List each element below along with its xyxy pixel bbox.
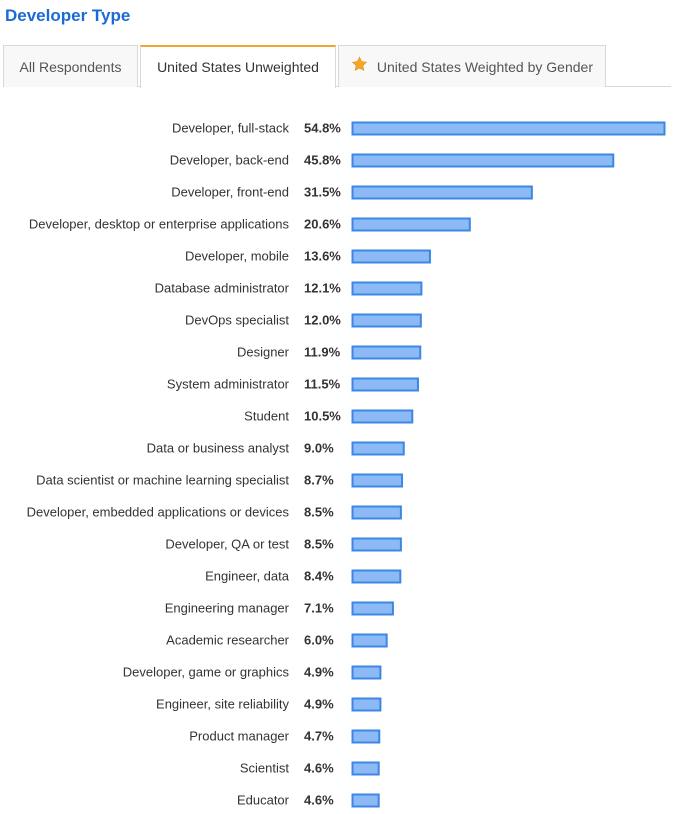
tab-bar: All Respondents United States Unweighted… — [3, 45, 671, 88]
bar — [351, 249, 431, 264]
value-label: 4.6% — [304, 793, 334, 808]
bar — [351, 569, 402, 584]
category-label: Developer, embedded applications or devi… — [27, 505, 290, 520]
category-label: Developer, full-stack — [172, 121, 290, 136]
bar — [351, 441, 405, 456]
category-label: Developer, mobile — [185, 249, 289, 264]
star-icon — [351, 46, 368, 88]
category-label: Developer, game or graphics — [123, 665, 290, 680]
tab-label: All Respondents — [19, 59, 122, 75]
value-label: 10.5% — [304, 409, 341, 424]
bar — [351, 793, 380, 808]
value-label: 20.6% — [304, 217, 341, 232]
bar — [351, 121, 666, 136]
value-label: 8.7% — [304, 473, 334, 488]
value-label: 4.6% — [304, 761, 334, 776]
bar — [351, 601, 394, 616]
bar — [351, 729, 381, 744]
category-label: Database administrator — [155, 281, 290, 296]
category-label: Engineering manager — [165, 601, 290, 616]
bar — [351, 153, 615, 168]
bar — [351, 185, 533, 200]
value-label: 8.5% — [304, 505, 334, 520]
category-label: Developer, back-end — [170, 153, 289, 168]
tab-united-states-unweighted[interactable]: United States Unweighted — [140, 45, 336, 88]
value-label: 12.1% — [304, 281, 341, 296]
category-label: Engineer, data — [205, 569, 290, 584]
value-label: 11.9% — [304, 345, 341, 360]
category-label: Data scientist or machine learning speci… — [36, 473, 289, 488]
category-label: Educator — [237, 793, 290, 808]
value-label: 6.0% — [304, 633, 334, 648]
bar — [351, 633, 388, 648]
bar — [351, 313, 422, 328]
bar — [351, 217, 471, 232]
bar — [351, 537, 402, 552]
value-label: 9.0% — [304, 441, 334, 456]
value-label: 31.5% — [304, 185, 341, 200]
category-label: Developer, desktop or enterprise applica… — [29, 217, 290, 232]
category-label: Product manager — [189, 729, 289, 744]
category-label: Developer, QA or test — [165, 537, 289, 552]
bar — [351, 505, 402, 520]
value-label: 54.8% — [304, 121, 341, 136]
bar — [351, 665, 382, 680]
value-label: 11.5% — [304, 377, 341, 392]
bar — [351, 377, 419, 392]
tab-label: United States Unweighted — [157, 59, 319, 75]
value-label: 7.1% — [304, 601, 334, 616]
value-label: 45.8% — [304, 153, 341, 168]
value-label: 4.9% — [304, 697, 334, 712]
developer-type-bar-chart: Developer, full-stack 54.8% Developer, bac… — [27, 121, 666, 808]
value-label: 4.9% — [304, 665, 334, 680]
category-label: Academic researcher — [166, 633, 289, 648]
bar — [351, 761, 380, 776]
tab-all-respondents[interactable]: All Respondents — [3, 45, 138, 87]
category-label: Student — [244, 409, 289, 424]
bar — [351, 409, 414, 424]
value-label: 13.6% — [304, 249, 341, 264]
bar — [351, 473, 404, 488]
tab-label: United States Weighted by Gender — [376, 59, 593, 75]
tab-united-states-weighted-by-gender[interactable]: United States Weighted by Gender — [338, 45, 606, 87]
value-label: 4.7% — [304, 729, 334, 744]
category-label: Engineer, site reliability — [156, 697, 289, 712]
category-label: System administrator — [167, 377, 290, 392]
bar — [351, 281, 423, 296]
category-label: Data or business analyst — [147, 441, 290, 456]
page-title: Developer Type — [5, 6, 131, 25]
value-label: 12.0% — [304, 313, 341, 328]
category-label: Scientist — [240, 761, 290, 776]
bar — [351, 697, 382, 712]
category-label: DevOps specialist — [185, 313, 289, 328]
bar — [351, 345, 422, 360]
value-label: 8.4% — [304, 569, 334, 584]
value-label: 8.5% — [304, 537, 334, 552]
category-label: Designer — [237, 345, 290, 360]
category-label: Developer, front-end — [171, 185, 289, 200]
